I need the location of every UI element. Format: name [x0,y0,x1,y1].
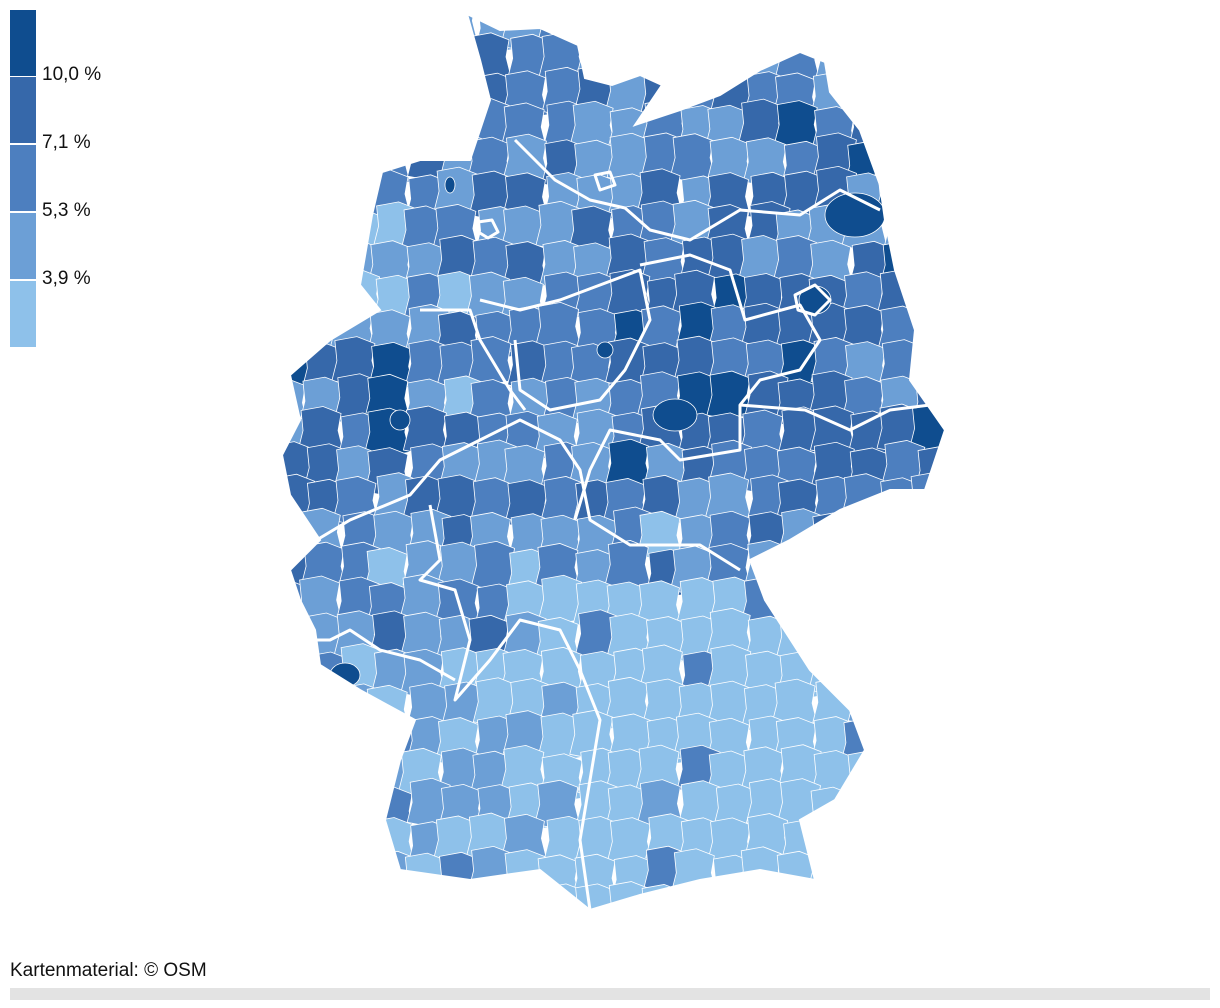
legend-swatch-1 [10,10,36,76]
legend-label-10: 10,0 % [42,64,102,85]
legend-swatch-4 [10,213,36,279]
map-attribution: Kartenmaterial: © OSM [10,960,207,981]
district-cells [282,14,945,910]
germany-choropleth-map [281,13,946,911]
legend-swatch-3 [10,145,36,211]
footer-bar [10,988,1210,1000]
legend-swatch-5 [10,281,36,347]
state-borders [299,138,931,911]
legend-swatch-2 [10,77,36,143]
legend-label-3-9: 3,9 % [42,268,91,289]
legend-label-7-1: 7,1 % [42,132,91,153]
legend-label-5-3: 5,3 % [42,200,91,221]
color-legend: 10,0 % 7,1 % 5,3 % 3,9 % [10,10,140,350]
